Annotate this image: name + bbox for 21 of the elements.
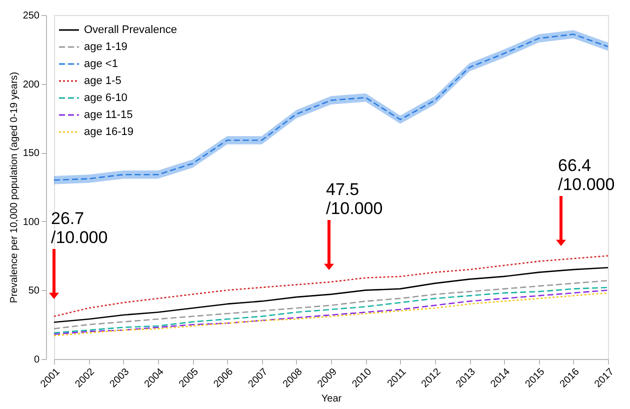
line-series <box>53 255 609 317</box>
legend-label: age 16-19 <box>84 126 134 138</box>
y-axis-title: Prevalence per 10,000 population (aged 0-19 years) <box>8 72 20 304</box>
legend-label: age 11-15 <box>84 109 133 121</box>
y-tick-label: 200 <box>22 79 40 90</box>
annotation: 26.7 /10.000 <box>51 209 108 247</box>
y-tick-label: 100 <box>22 216 40 228</box>
legend-label: age <1 <box>84 58 118 70</box>
legend-label: age 1-5 <box>84 75 122 87</box>
y-tick-label: 0 <box>34 354 40 366</box>
line-series <box>53 280 609 330</box>
y-tick-label: 150 <box>22 148 40 160</box>
line-series <box>53 266 609 323</box>
annotation: 47.5 /10.000 <box>326 180 383 218</box>
x-axis-title: Year <box>321 393 342 404</box>
legend-label: age 1-19 <box>84 41 128 53</box>
y-tick-label: 250 <box>22 10 40 22</box>
y-tick-label: 50 <box>28 286 40 297</box>
legend-label: age 6-10 <box>84 92 128 104</box>
legend-label: Overall Prevalence <box>84 24 177 36</box>
annotation: 66.4 /10.000 <box>558 156 615 194</box>
